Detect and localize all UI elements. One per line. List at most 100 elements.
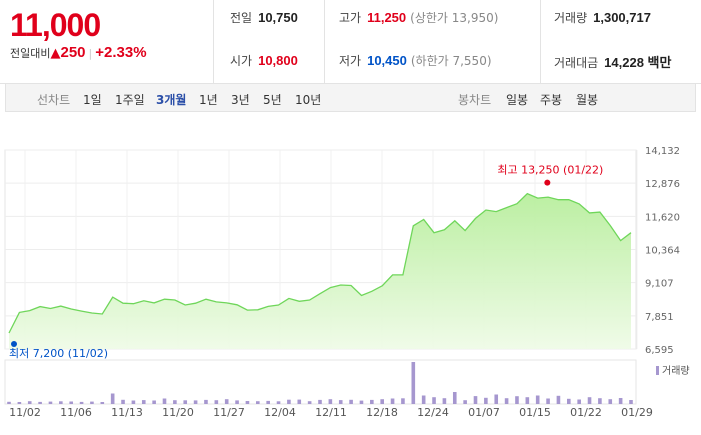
volume-bar	[380, 399, 384, 404]
weekly-candle-button[interactable]: 주봉	[540, 93, 563, 107]
volume-bar	[287, 399, 291, 404]
volume-bar	[577, 399, 581, 404]
y-tick-label: 6,595	[645, 345, 674, 356]
y-tick-label: 9,107	[645, 279, 674, 290]
volume-bar	[504, 398, 509, 404]
volume-bar	[38, 401, 42, 404]
volume-bar	[7, 401, 11, 404]
period-5y-button[interactable]: 5년	[263, 93, 282, 107]
change-label: 전일대비	[10, 47, 51, 60]
volume-value: 1,300,717	[593, 10, 651, 25]
volume-bar	[473, 396, 478, 404]
change-separator: |	[88, 47, 93, 60]
change-amount: 250	[60, 44, 86, 61]
volume-bar	[535, 395, 540, 404]
x-tick-label: 01/15	[519, 406, 551, 419]
volume-bar	[442, 398, 447, 404]
open-price: 시가 10,800	[230, 52, 298, 69]
volume-bar	[152, 400, 156, 404]
volume-bar	[204, 399, 208, 404]
x-tick-label: 12/24	[417, 406, 449, 419]
period-1y-button[interactable]: 1년	[199, 93, 218, 107]
period-1w-button[interactable]: 1주일	[115, 93, 145, 107]
prev-close: 전일 10,750	[230, 9, 298, 26]
volume-bar	[318, 399, 322, 404]
volume-bar	[245, 401, 250, 404]
volume-bar	[349, 399, 353, 404]
x-tick-label: 12/11	[315, 406, 347, 419]
x-tick-label: 11/13	[111, 406, 143, 419]
volume: 거래량 1,300,717	[554, 9, 651, 26]
volume-bar	[266, 400, 270, 404]
period-10y-button[interactable]: 10년	[295, 93, 322, 107]
volume-bar	[141, 400, 146, 404]
price-area	[9, 193, 631, 349]
x-tick-label: 12/04	[264, 406, 296, 419]
volume-bar	[484, 397, 488, 404]
volume-bar	[556, 395, 561, 404]
y-tick-label: 7,851	[645, 312, 674, 323]
high-price: 고가 11,250 (상한가 13,950)	[339, 9, 498, 26]
volume-bar	[494, 394, 499, 404]
max-label: 최고 13,250 (01/22)	[497, 164, 603, 177]
price-line	[8, 192, 632, 334]
volume-bar	[338, 400, 343, 404]
y-axis-labels: 14,132 12,876 11,620 10,364 9,107 7,851 6,595	[645, 146, 680, 356]
x-axis-labels: 11/02 11/06 11/13 11/20 11/27 12/04 12/11 12/18…	[9, 406, 653, 419]
prev-close-label: 전일	[230, 11, 253, 25]
period-1d-button[interactable]: 1일	[83, 93, 102, 107]
period-3m-button[interactable]: 3개월	[156, 93, 187, 107]
volume-bar	[629, 400, 633, 404]
volume-bar	[411, 362, 416, 404]
price-chart: 14,13212,87611,62010,3649,1077,8516,595 …	[4, 146, 690, 419]
volume-bar	[618, 398, 623, 404]
volume-bar	[162, 398, 167, 404]
volume-bar	[90, 401, 94, 404]
volume-bar	[48, 401, 53, 404]
volume-bar	[515, 396, 519, 404]
volume-bar	[121, 399, 125, 404]
monthly-candle-button[interactable]: 월봉	[576, 93, 599, 107]
current-price-box: 11,000 전일대비▲250 | +2.33%	[0, 0, 214, 84]
line-chart-label: 선차트	[37, 93, 71, 107]
x-tick-label: 11/06	[60, 406, 92, 419]
volume-bar	[359, 400, 364, 404]
low-value: 10,450	[367, 53, 407, 68]
x-tick-label: 01/29	[621, 406, 653, 419]
volume-bar	[214, 400, 219, 404]
y-tick-label: 12,876	[645, 179, 680, 190]
volume-bar	[328, 399, 333, 404]
x-tick-label: 01/22	[570, 406, 602, 419]
y-tick-label: 14,132	[645, 146, 680, 157]
open-label: 시가	[230, 54, 253, 68]
min-label: 최저 7,200 (11/02)	[9, 347, 108, 360]
volume-bar	[256, 401, 260, 404]
x-tick-label: 12/18	[366, 406, 398, 419]
volume-bar	[463, 400, 467, 404]
volume-bar	[421, 395, 426, 404]
quote-stats: 전일 10,750 고가 11,250 (상한가 13,950) 거래량 1,300,7…	[214, 0, 701, 84]
trade-amount-value: 14,228 백만	[604, 55, 672, 70]
high-label: 고가	[339, 11, 362, 25]
period-3y-button[interactable]: 3년	[231, 93, 250, 107]
volume-bar	[608, 399, 613, 404]
trade-amount: 거래대금 14,228 백만	[554, 52, 671, 71]
up-triangle-icon: ▲	[50, 46, 61, 61]
stats-divider	[540, 0, 541, 84]
daily-candle-button[interactable]: 일봉	[506, 93, 529, 107]
volume-bar	[27, 401, 32, 404]
volume-bar	[525, 397, 530, 404]
candle-chart-label: 봉차트	[458, 93, 492, 107]
volume-bars	[7, 362, 633, 404]
upper-limit: (상한가 13,950)	[410, 11, 499, 25]
volume-bar	[173, 400, 177, 404]
volume-legend-swatch	[656, 366, 659, 375]
volume-bar	[59, 401, 63, 404]
volume-bar	[235, 400, 239, 404]
low-label: 저가	[339, 54, 362, 68]
quote-panel: 11,000 전일대비▲250 | +2.33% 전일 10,750 고가 11,250…	[0, 0, 701, 84]
change-percent: +2.33%	[95, 44, 147, 61]
high-value: 11,250	[367, 10, 407, 25]
volume-bar	[224, 399, 229, 404]
max-point-marker	[544, 179, 551, 186]
